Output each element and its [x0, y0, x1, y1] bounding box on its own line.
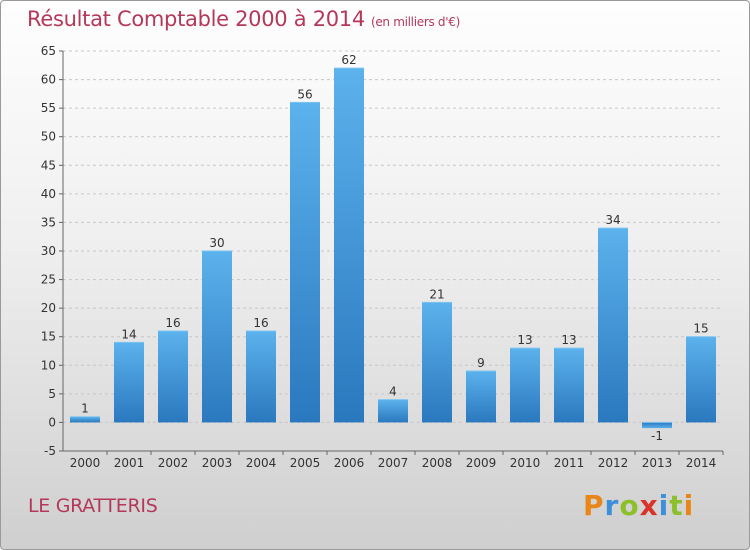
y-tick-label: 45 [41, 158, 56, 172]
x-tick-label: 2005 [290, 456, 321, 470]
data-label: 16 [165, 316, 180, 330]
data-label: 4 [389, 385, 397, 399]
y-tick-label: -5 [44, 444, 56, 458]
data-label: 56 [297, 87, 312, 101]
bar [70, 416, 100, 423]
bar [686, 336, 716, 423]
y-tick-label: 10 [41, 358, 56, 372]
data-label: 14 [121, 327, 136, 341]
x-tick-label: 2013 [642, 456, 673, 470]
data-label: 34 [605, 213, 620, 227]
data-label: 16 [253, 316, 268, 330]
data-label: 15 [693, 322, 708, 336]
bar [290, 102, 320, 423]
bar-layer: 1 14 16 30 16 56 62 4 21 9 13 13 34 -1 15 [70, 53, 716, 443]
x-tick-label: 2006 [334, 456, 365, 470]
bar [554, 348, 584, 423]
x-tick-label: 2012 [598, 456, 629, 470]
x-tick-label: 2009 [466, 456, 497, 470]
y-tick-label: 0 [48, 415, 56, 429]
chart-subtitle: (en milliers d'€) [370, 15, 460, 29]
bar [642, 422, 672, 429]
y-tick-label: 55 [41, 101, 56, 115]
y-tick-label: 65 [41, 44, 56, 58]
brand-letter: P [583, 489, 605, 522]
bar [378, 399, 408, 423]
bar [334, 68, 364, 423]
x-tick-label: 2008 [422, 456, 453, 470]
y-tick-label: 60 [41, 73, 56, 87]
brand-letter: t [669, 489, 684, 522]
x-tick-label: 2014 [686, 456, 717, 470]
bar [422, 302, 452, 423]
y-tick-label: 30 [41, 244, 56, 258]
y-tick-label: 50 [41, 130, 56, 144]
bar [246, 331, 276, 423]
brand-logo: Proxiti [583, 489, 694, 522]
data-label: 30 [209, 236, 224, 250]
data-label: 13 [561, 333, 576, 347]
bar [510, 348, 540, 423]
y-tick-label: 40 [41, 187, 56, 201]
brand-letter: x [639, 489, 659, 522]
data-label: 1 [81, 402, 89, 416]
x-tick-label: 2002 [158, 456, 189, 470]
bar [598, 228, 628, 423]
x-tick-label: 2010 [510, 456, 541, 470]
bar [202, 251, 232, 423]
brand-letter: r [604, 489, 620, 522]
data-label: 13 [517, 333, 532, 347]
data-label: 21 [429, 287, 444, 301]
x-tick-label: 2000 [70, 456, 101, 470]
y-tick-label: 25 [41, 273, 56, 287]
axis-layer: -5 0 5 10 15 20 25 30 35 40 45 50 55 60 65 2000 2001 2002… [41, 44, 724, 470]
x-tick-label: 2007 [378, 456, 409, 470]
bar [114, 342, 144, 423]
x-tick-label: 2003 [202, 456, 233, 470]
brand-letter: i [658, 489, 670, 522]
data-label: 62 [341, 53, 356, 67]
y-tick-label: 20 [41, 301, 56, 315]
y-tick-label: 5 [48, 387, 56, 401]
place-name: LE GRATTERIS [28, 495, 158, 517]
bar [158, 331, 188, 423]
data-label: -1 [651, 429, 663, 443]
chart-title: Résultat Comptable 2000 à 2014 (en millie… [27, 7, 460, 31]
data-label: 9 [477, 356, 485, 370]
brand-letter: o [619, 489, 640, 522]
y-tick-label: 35 [41, 215, 56, 229]
y-tick-label: 15 [41, 330, 56, 344]
chart-title-text: Résultat Comptable 2000 à 2014 [27, 7, 365, 31]
x-tick-label: 2004 [246, 456, 277, 470]
x-tick-label: 2011 [554, 456, 585, 470]
brand-letter: i [683, 489, 695, 522]
bar [466, 371, 496, 423]
x-tick-label: 2001 [114, 456, 145, 470]
